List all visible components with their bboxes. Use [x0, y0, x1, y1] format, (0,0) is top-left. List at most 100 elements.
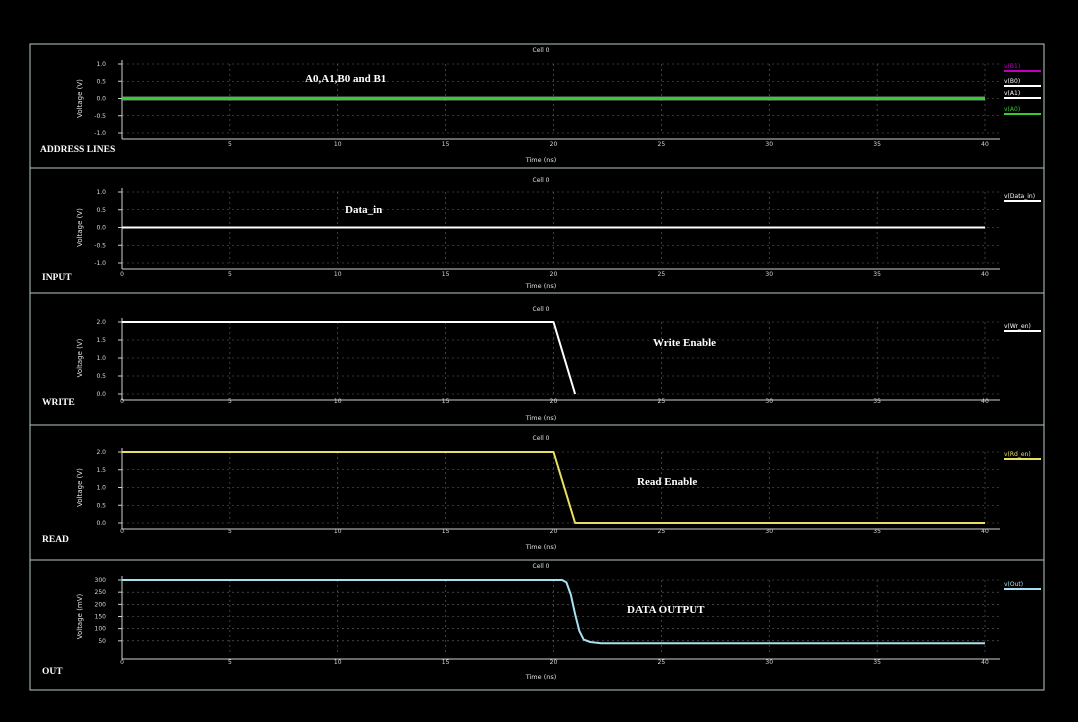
y-tick-label: 100 — [95, 626, 107, 633]
cell-label: Cell 0 — [533, 435, 550, 442]
y-tick-label: -1.0 — [94, 260, 106, 267]
x-tick-label: 0 — [120, 398, 124, 405]
x-tick-label: 20 — [550, 271, 558, 278]
x-axis-label: Time (ns) — [525, 282, 557, 290]
y-tick-label: 1.0 — [96, 355, 106, 362]
x-tick-label: 15 — [442, 398, 450, 405]
y-axis-label: Voltage (mV) — [76, 593, 84, 639]
y-tick-label: 200 — [95, 601, 107, 608]
y-tick-label: -0.5 — [94, 242, 106, 249]
x-tick-label: 5 — [228, 141, 232, 148]
side-label: INPUT — [42, 273, 72, 283]
y-axis-label: Voltage (V) — [76, 338, 84, 377]
y-tick-label: 150 — [95, 614, 107, 621]
x-tick-label: 25 — [658, 528, 666, 535]
x-tick-label: 5 — [228, 271, 232, 278]
x-tick-label: 10 — [334, 398, 342, 405]
x-tick-label: 10 — [334, 271, 342, 278]
y-tick-label: 0.5 — [96, 373, 106, 380]
y-tick-label: 0.5 — [96, 78, 106, 85]
x-tick-label: 15 — [442, 271, 450, 278]
y-tick-label: -0.5 — [94, 113, 106, 120]
x-tick-label: 20 — [550, 141, 558, 148]
x-tick-label: 30 — [765, 659, 773, 666]
x-tick-label: 10 — [334, 141, 342, 148]
x-tick-label: 40 — [981, 141, 989, 148]
legend-entry: v(Rd_en) — [1004, 451, 1031, 458]
x-tick-label: 15 — [442, 528, 450, 535]
x-tick-label: 35 — [873, 141, 881, 148]
y-axis-label: Voltage (V) — [76, 468, 84, 507]
x-tick-label: 30 — [765, 528, 773, 535]
y-tick-label: 0.5 — [96, 502, 106, 509]
annotation: Write Enable — [653, 337, 716, 349]
y-tick-label: -1.0 — [94, 130, 106, 137]
x-tick-label: 40 — [981, 398, 989, 405]
series-line — [122, 451, 985, 524]
y-tick-label: 50 — [98, 638, 106, 645]
y-axis-label: Voltage (V) — [76, 208, 84, 247]
cell-label: Cell 0 — [533, 177, 550, 184]
cell-label: Cell 0 — [533, 563, 550, 570]
series-line — [122, 579, 985, 645]
panel-frame — [29, 43, 1045, 169]
panel-4: 2.0 1.5 1.0 0.5 0.0 0 5 10 15 20 25 30 35 40 Cell 0 Tim… — [29, 424, 1045, 561]
x-tick-label: 40 — [981, 528, 989, 535]
y-axis-label: Voltage (V) — [76, 79, 84, 118]
y-tick-label: 2.0 — [96, 319, 106, 326]
y-tick-label: 0.0 — [96, 225, 106, 232]
panel-5: 300 250 200 150 100 50 0 5 10 15 20 25 30 35 40 Cell 0 T… — [29, 559, 1045, 691]
x-tick-label: 15 — [442, 659, 450, 666]
x-tick-label: 25 — [658, 659, 666, 666]
x-tick-label: 20 — [550, 659, 558, 666]
side-label: OUT — [42, 667, 63, 677]
y-tick-label: 1.0 — [96, 189, 106, 196]
panel-2: 1.0 0.5 0.0 -0.5 -1.0 0 5 10 15 20 25 30 35 40 Cell 0 T… — [29, 167, 1045, 294]
y-tick-label: 1.0 — [96, 485, 106, 492]
side-label: ADDRESS LINES — [40, 145, 115, 155]
legend-entry: v(Wr_en) — [1004, 323, 1031, 330]
x-axis-label: Time (ns) — [525, 414, 557, 422]
x-tick-label: 5 — [228, 398, 232, 405]
x-tick-label: 0 — [120, 659, 124, 666]
annotation: Read Enable — [637, 476, 697, 488]
x-tick-label: 25 — [658, 141, 666, 148]
x-axis-label: Time (ns) — [525, 156, 557, 164]
x-tick-label: 5 — [228, 528, 232, 535]
x-tick-label: 15 — [442, 141, 450, 148]
y-tick-label: 0.5 — [96, 207, 106, 214]
panel-3: 2.0 1.5 1.0 0.5 0.0 0 5 10 15 20 25 30 35 40 Cell 0 Tim… — [29, 292, 1045, 426]
x-tick-label: 30 — [765, 398, 773, 405]
y-tick-label: 1.0 — [96, 61, 106, 68]
x-tick-label: 10 — [334, 659, 342, 666]
x-tick-label: 35 — [873, 271, 881, 278]
x-tick-label: 30 — [765, 271, 773, 278]
x-tick-label: 5 — [228, 659, 232, 666]
x-axis-label: Time (ns) — [525, 673, 557, 681]
y-tick-label: 250 — [95, 589, 107, 596]
x-tick-label: 20 — [550, 528, 558, 535]
panel-frame — [29, 424, 1045, 561]
x-tick-label: 20 — [550, 398, 558, 405]
panel-frame — [29, 559, 1045, 691]
legend-entry: v(Data_in) — [1004, 193, 1035, 200]
x-tick-label: 0 — [120, 528, 124, 535]
y-tick-label: 1.5 — [96, 467, 106, 474]
y-tick-label: 0.0 — [96, 391, 106, 398]
x-tick-label: 25 — [658, 398, 666, 405]
annotation: DATA OUTPUT — [627, 604, 705, 616]
x-tick-label: 35 — [873, 398, 881, 405]
series-line — [122, 321, 577, 395]
y-tick-label: 0.0 — [96, 520, 106, 527]
annotation: Data_in — [345, 204, 382, 216]
panel-1: 1.0 0.5 0.0 -0.5 -1.0 5 10 15 20 25 30 35 40 Cell 0 Ti… — [29, 43, 1045, 169]
x-tick-label: 25 — [658, 271, 666, 278]
legend-entry: v(A0) — [1004, 106, 1020, 113]
side-label: WRITE — [42, 398, 75, 408]
y-tick-label: 300 — [95, 577, 107, 584]
legend-entry: v(Out) — [1004, 581, 1023, 588]
panel-frame — [29, 167, 1045, 294]
x-axis-label: Time (ns) — [525, 543, 557, 551]
legend-entry: v(A1) — [1004, 90, 1020, 97]
